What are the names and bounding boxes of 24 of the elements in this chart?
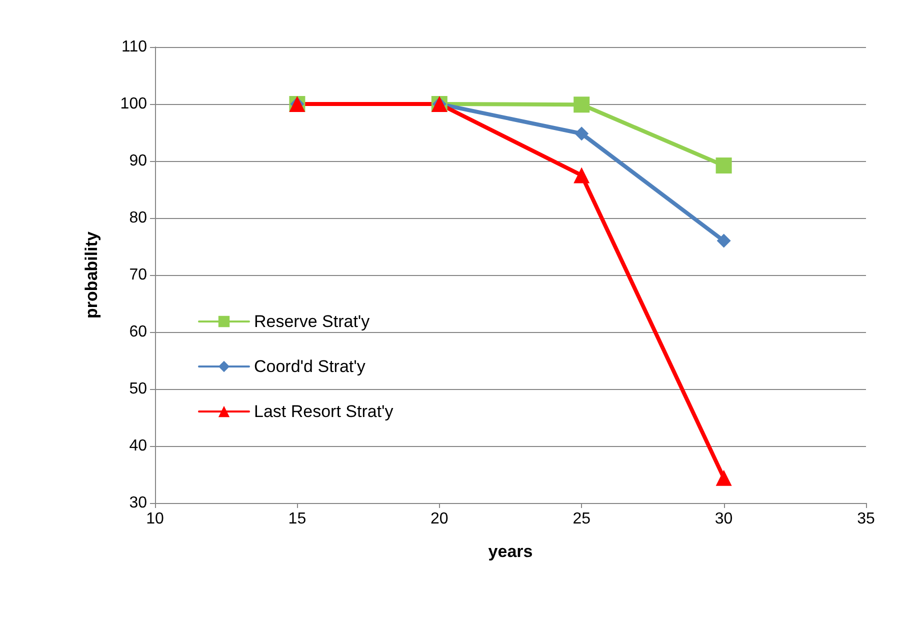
y-tick-label: 50 [129, 380, 148, 398]
x-tick-label: 10 [146, 510, 164, 528]
x-tick-label: 30 [714, 510, 733, 528]
y-tick-label: 100 [120, 96, 148, 112]
x-tick-label: 25 [572, 510, 591, 528]
y-tick-label: 40 [129, 438, 148, 454]
y-tick-label: 90 [129, 152, 148, 170]
legend-label: Last Resort Strat'y [254, 402, 394, 421]
y-tick-label: 70 [129, 266, 148, 284]
point [574, 96, 590, 113]
legend-label: Reserve Strat'y [254, 312, 370, 331]
y-tick-label: 30 [129, 494, 148, 512]
point [716, 158, 732, 174]
x-tick-label: 35 [857, 510, 875, 528]
y-tick-label: 60 [129, 324, 148, 340]
y-tick-label: 80 [129, 210, 148, 226]
x-tick-label: 15 [288, 510, 306, 528]
legend-label: Coord'd Strat'y [254, 357, 366, 376]
point [716, 234, 731, 248]
y-axis-title: probability [82, 231, 101, 318]
x-axis-title: years [488, 542, 533, 561]
y-tick-label: 110 [121, 38, 148, 56]
x-tick-label: 20 [430, 510, 448, 528]
point [574, 126, 589, 141]
